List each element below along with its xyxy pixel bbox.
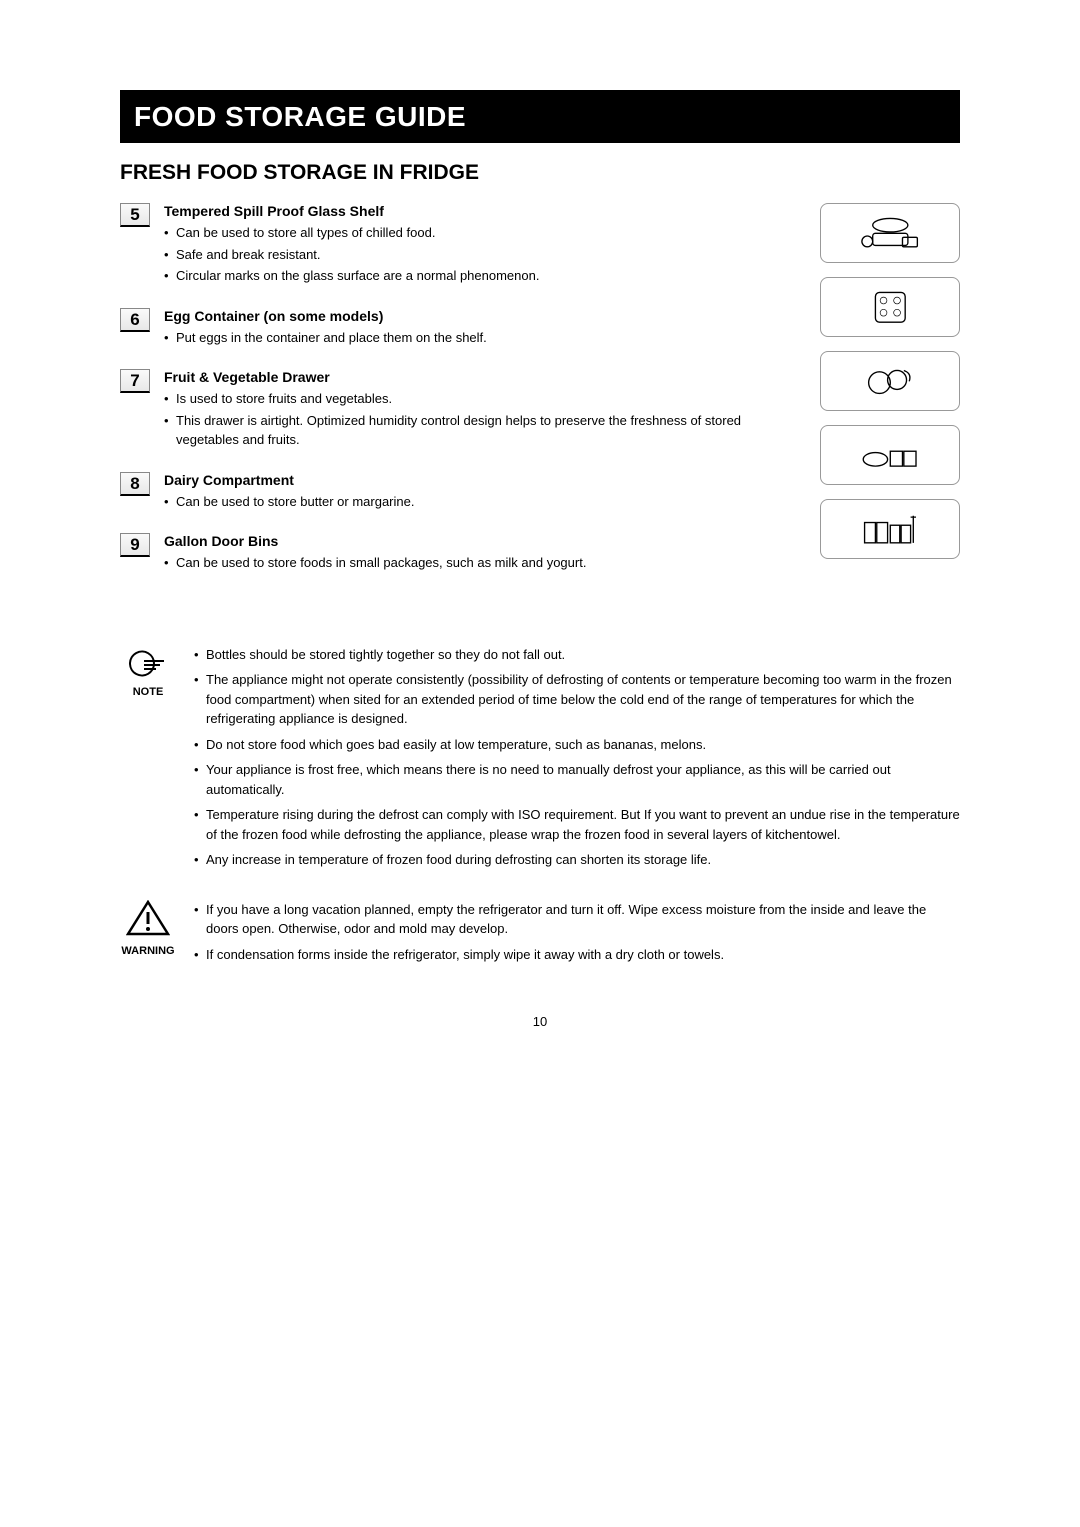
- feature-title: Gallon Door Bins: [164, 533, 796, 549]
- feature-title: Tempered Spill Proof Glass Shelf: [164, 203, 796, 219]
- bullet-text: The appliance might not operate consiste…: [194, 670, 960, 729]
- shelf-food-icon: [820, 203, 960, 263]
- note-label: NOTE: [120, 686, 176, 698]
- feature-number-badge: 9: [120, 533, 150, 557]
- dairy-icon: [820, 425, 960, 485]
- bullet-text: Can be used to store butter or margarine…: [164, 492, 796, 512]
- section-subtitle: FRESH FOOD STORAGE IN FRIDGE: [120, 161, 960, 185]
- feature-item: 5 Tempered Spill Proof Glass Shelf Can b…: [120, 203, 796, 288]
- feature-number-badge: 7: [120, 369, 150, 393]
- bullet-text: This drawer is airtight. Optimized humid…: [164, 411, 796, 450]
- bullet-text: Can be used to store all types of chille…: [164, 223, 796, 243]
- bullet-text: Bottles should be stored tightly togethe…: [194, 645, 960, 665]
- warning-bullets: If you have a long vacation planned, emp…: [194, 900, 960, 965]
- feature-bullets: Can be used to store all types of chille…: [164, 223, 796, 286]
- note-callout: NOTE Bottles should be stored tightly to…: [120, 645, 960, 876]
- page-title-banner: FOOD STORAGE GUIDE: [120, 90, 960, 141]
- warning-triangle-icon: [126, 900, 170, 938]
- bullet-text: If you have a long vacation planned, emp…: [194, 900, 960, 939]
- feature-bullets: Is used to store fruits and vegetables. …: [164, 389, 796, 450]
- feature-item: 7 Fruit & Vegetable Drawer Is used to st…: [120, 369, 796, 452]
- warning-callout: WARNING If you have a long vacation plan…: [120, 900, 960, 971]
- bullet-text: Can be used to store foods in small pack…: [164, 553, 796, 573]
- feature-title: Egg Container (on some models): [164, 308, 796, 324]
- feature-bullets: Can be used to store foods in small pack…: [164, 553, 796, 573]
- feature-bullets: Put eggs in the container and place them…: [164, 328, 796, 348]
- warning-label: WARNING: [120, 945, 176, 957]
- page-number: 10: [120, 1014, 960, 1029]
- bullet-text: Safe and break resistant.: [164, 245, 796, 265]
- bullet-text: Do not store food which goes bad easily …: [194, 735, 960, 755]
- feature-number-badge: 6: [120, 308, 150, 332]
- feature-title: Fruit & Vegetable Drawer: [164, 369, 796, 385]
- egg-container-icon: [820, 277, 960, 337]
- feature-bullets: Can be used to store butter or margarine…: [164, 492, 796, 512]
- features-list: 5 Tempered Spill Proof Glass Shelf Can b…: [120, 203, 796, 595]
- note-hand-icon: [126, 645, 170, 679]
- bullet-text: Put eggs in the container and place them…: [164, 328, 796, 348]
- feature-item: 9 Gallon Door Bins Can be used to store …: [120, 533, 796, 575]
- bullet-text: Any increase in temperature of frozen fo…: [194, 850, 960, 870]
- feature-title: Dairy Compartment: [164, 472, 796, 488]
- bullet-text: Your appliance is frost free, which mean…: [194, 760, 960, 799]
- fruit-vegetable-icon: [820, 351, 960, 411]
- feature-icons-column: [820, 203, 960, 595]
- feature-number-badge: 8: [120, 472, 150, 496]
- feature-number-badge: 5: [120, 203, 150, 227]
- door-bin-icon: [820, 499, 960, 559]
- feature-item: 6 Egg Container (on some models) Put egg…: [120, 308, 796, 350]
- bullet-text: Is used to store fruits and vegetables.: [164, 389, 796, 409]
- bullet-text: If condensation forms inside the refrige…: [194, 945, 960, 965]
- note-bullets: Bottles should be stored tightly togethe…: [194, 645, 960, 870]
- bullet-text: Circular marks on the glass surface are …: [164, 266, 796, 286]
- bullet-text: Temperature rising during the defrost ca…: [194, 805, 960, 844]
- feature-item: 8 Dairy Compartment Can be used to store…: [120, 472, 796, 514]
